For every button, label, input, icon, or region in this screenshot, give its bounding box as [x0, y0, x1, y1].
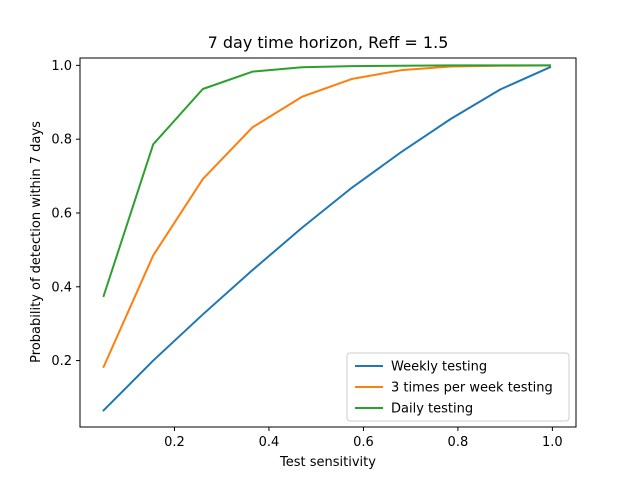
- series-line-0: [102, 65, 552, 412]
- x-tick-label: 0.4: [259, 435, 280, 450]
- x-tick-label: 1.0: [542, 435, 563, 450]
- y-tick-label: 0.4: [51, 280, 72, 295]
- y-tick-label: 1.0: [51, 59, 72, 74]
- axes-frame: [79, 57, 577, 428]
- y-tick-label: 0.2: [51, 354, 72, 369]
- legend-box: [346, 352, 570, 422]
- y-axis-label: Probability of detection within 7 days: [29, 121, 44, 363]
- y-tick-label: 0.8: [51, 133, 72, 148]
- series-line-2: [102, 64, 552, 298]
- x-tick-label: 0.8: [448, 435, 469, 450]
- chart-title: 7 day time horizon, Reff = 1.5: [208, 33, 449, 52]
- legend-entry-label: 3 times per week testing: [391, 381, 553, 396]
- plot-area: 0.2 0.4 0.6 0.8 1.0 0.2 0.4 0.6 0.8 1.0: [51, 57, 577, 450]
- legend-entry-label: Weekly testing: [391, 360, 487, 375]
- x-tick-label: 0.6: [353, 435, 374, 450]
- legend-entry-label: Daily testing: [391, 402, 473, 417]
- x-tick-label: 0.2: [164, 435, 185, 450]
- y-tick-label: 0.6: [51, 206, 72, 221]
- x-axis-label: Test sensitivity: [279, 455, 376, 470]
- chart-legend: Weekly testing 3 times per week testing Da…: [346, 352, 570, 422]
